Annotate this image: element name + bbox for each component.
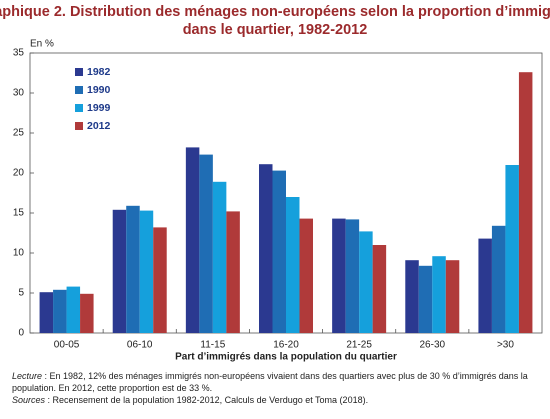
chart-title: Graphique 2. Distribution des ménages no… [0, 4, 550, 20]
x-tick-label: 00-05 [54, 340, 80, 351]
bar [153, 227, 167, 333]
y-tick-label: 25 [13, 128, 25, 139]
y-tick-label: 0 [18, 328, 24, 339]
x-tick-label: >30 [497, 340, 514, 351]
note: Sources : Recensement de la population 1… [12, 394, 538, 406]
bar [272, 170, 286, 333]
x-tick-label: 16-20 [273, 340, 299, 351]
bar [53, 289, 67, 333]
bar [199, 154, 213, 333]
legend-swatch [75, 122, 83, 130]
note-text: : Recensement de la population 1982-2012… [45, 395, 369, 405]
bar [491, 225, 506, 333]
legend-swatch [75, 86, 83, 94]
y-axis-label: En % [30, 39, 54, 50]
y-tick-label: 15 [13, 208, 25, 219]
bar [432, 256, 446, 333]
bar [66, 286, 81, 333]
bar [126, 205, 140, 333]
y-tick-label: 5 [18, 288, 24, 299]
bar [405, 260, 419, 333]
y-tick-label: 35 [13, 48, 25, 59]
bar [185, 147, 200, 333]
x-tick-label: 11-15 [200, 340, 225, 351]
bar [286, 197, 300, 333]
bar [39, 292, 54, 333]
bar [478, 238, 492, 333]
notes: Lecture : En 1982, 12% des ménages immig… [12, 370, 538, 406]
bar [259, 164, 273, 333]
note-label: Sources [12, 395, 46, 405]
legend-text: 1990 [87, 84, 111, 96]
legend-swatch [75, 104, 83, 112]
chart-title: dans le quartier, 1982-2012 [183, 22, 368, 38]
note: Lecture : En 1982, 12% des ménages immig… [12, 370, 538, 394]
y-tick-label: 10 [13, 248, 25, 259]
x-axis-label: Part d’immigrés dans la population du qu… [175, 352, 397, 363]
legend-text: 1982 [87, 66, 111, 78]
bar [332, 218, 346, 333]
bar [112, 209, 127, 333]
bar [445, 260, 460, 333]
bar [345, 219, 360, 333]
bar [80, 293, 94, 333]
y-tick-label: 30 [13, 88, 25, 99]
legend-text: 1999 [87, 102, 111, 114]
x-tick-label: 21-25 [346, 340, 372, 351]
legend-text: 2012 [87, 120, 111, 132]
x-tick-label: 06-10 [127, 340, 153, 351]
y-tick-label: 20 [13, 168, 25, 179]
chart: Graphique 2. Distribution des ménages no… [0, 4, 550, 363]
bar [372, 245, 387, 333]
x-tick-label: 26-30 [419, 340, 445, 351]
bar [518, 72, 533, 333]
bar [359, 231, 373, 333]
bar [505, 165, 519, 333]
legend-swatch [75, 68, 83, 76]
bar [418, 265, 433, 333]
bar [226, 211, 240, 333]
bar [212, 181, 227, 333]
note-label: Lecture [12, 371, 43, 381]
bar [139, 210, 154, 333]
note-text: : En 1982, 12% des ménages immigrés non-… [12, 371, 528, 393]
bar [299, 218, 313, 333]
